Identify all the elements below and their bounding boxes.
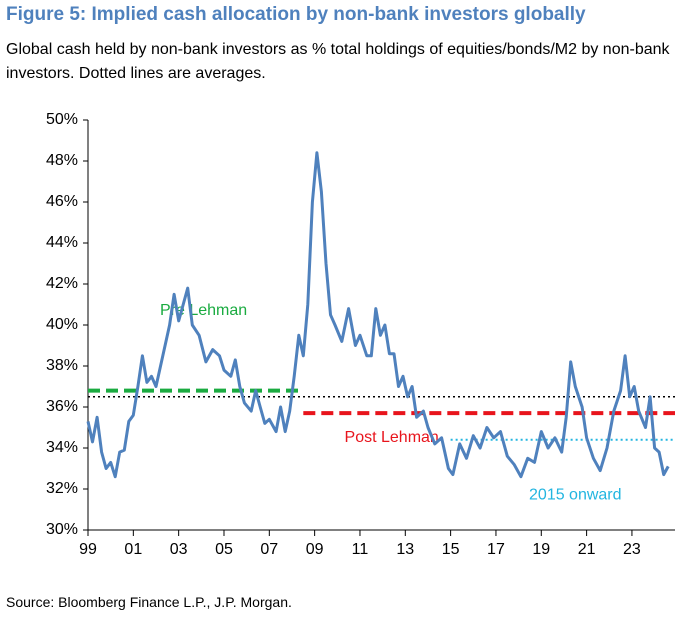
y-tick-label: 46%: [46, 193, 78, 210]
x-tick-label: 15: [442, 541, 460, 558]
chart-subtitle: Global cash held by non-bank investors a…: [6, 41, 670, 82]
x-tick-label: 21: [578, 541, 596, 558]
x-tick-label: 01: [124, 541, 142, 558]
reference-label: Post Lehman: [345, 429, 439, 446]
y-tick-label: 32%: [46, 480, 78, 497]
y-tick-label: 36%: [46, 398, 78, 415]
y-tick-label: 48%: [46, 152, 78, 169]
y-tick-label: 42%: [46, 275, 78, 292]
x-tick-label: 19: [532, 541, 550, 558]
x-tick-label: 23: [623, 541, 641, 558]
y-tick-label: 34%: [46, 439, 78, 456]
x-tick-label: 09: [306, 541, 324, 558]
x-tick-label: 07: [260, 541, 278, 558]
y-tick-label: 30%: [46, 521, 78, 538]
x-tick-label: 13: [396, 541, 414, 558]
y-tick-label: 40%: [46, 316, 78, 333]
y-tick-label: 38%: [46, 357, 78, 374]
y-tick-label: 50%: [46, 111, 78, 128]
chart-title: Figure 5: Implied cash allocation by non…: [6, 4, 586, 25]
data-line: [86, 151, 670, 479]
source-note: Source: Bloomberg Finance L.P., J.P. Mor…: [6, 594, 292, 610]
x-tick-label: 17: [487, 541, 505, 558]
x-tick-label: 11: [352, 541, 369, 558]
x-tick-label: 03: [170, 541, 188, 558]
reference-label: 2015 onward: [529, 486, 622, 503]
chart: 30% 32% 34% 36% 38% 40% 42% 44% 46% 48% 50% 99 01 03 0…: [46, 111, 675, 558]
x-tick-label: 99: [79, 541, 97, 558]
y-tick-label: 44%: [46, 234, 78, 251]
x-tick-label: 05: [215, 541, 233, 558]
